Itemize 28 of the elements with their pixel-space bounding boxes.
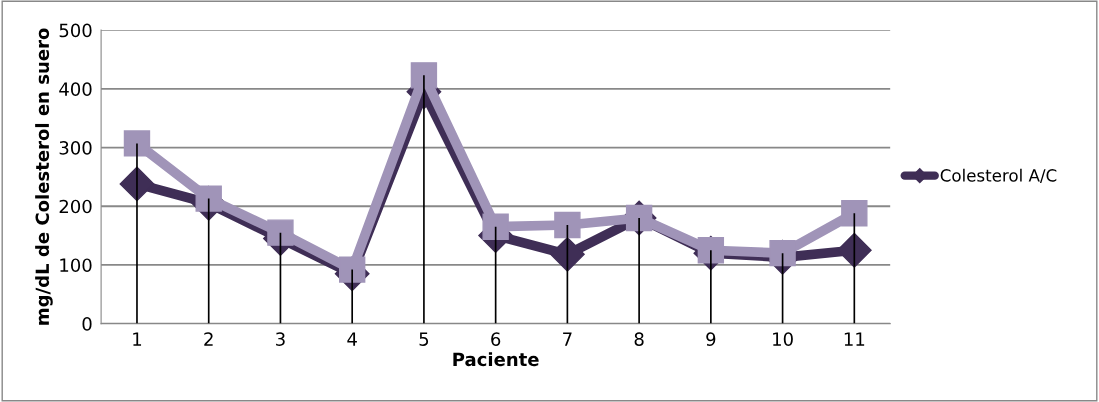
y-tick-label: 0 [82,317,92,331]
point [841,200,868,227]
point [549,236,585,272]
point [554,211,581,239]
point [697,237,725,264]
x-tick-label: 5 [419,332,429,346]
x-axis-title: Paciente [453,352,539,367]
x-tick-label: 3 [276,332,285,346]
point [267,219,294,246]
y-tick-label: 200 [59,199,92,214]
x-tick-label: 9 [706,332,716,346]
point [123,130,151,157]
x-tick-label: 8 [634,332,644,346]
x-tick-label: 7 [563,332,572,346]
legend-label: Colesterol A/C [940,168,1057,184]
y-tick-label: 500 [59,23,92,38]
x-tick-label: 11 [844,332,865,346]
y-tick-label: 300 [59,140,92,155]
y-tick-label: 100 [60,258,92,273]
x-tick-label: 2 [204,332,213,346]
y-axis-title: mg/dL de Colesterol en suero [35,28,53,325]
x-tick-label: 10 [773,332,793,346]
y-tick-label: 400 [59,82,92,96]
x-tick-label: 4 [347,332,357,346]
x-tick-label: 6 [491,332,501,346]
point [410,62,438,89]
x-tick-label: 1 [133,332,142,346]
point [482,213,509,240]
